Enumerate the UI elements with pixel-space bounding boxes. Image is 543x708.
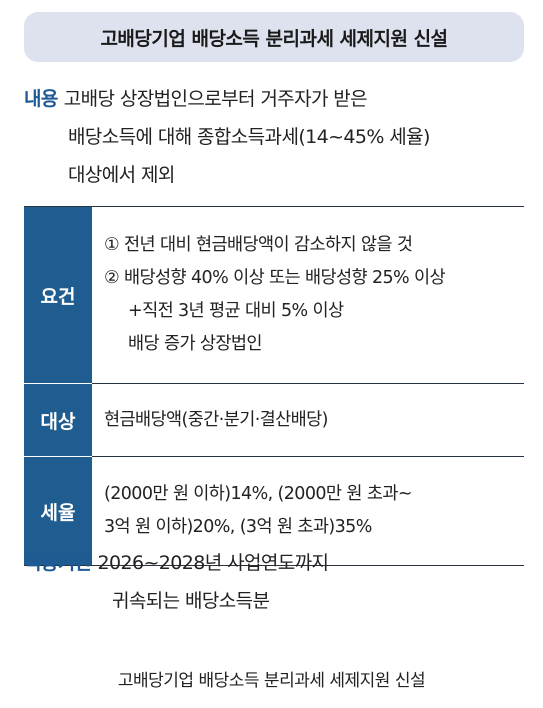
tax-rate-line-2: 3억 원 이하)20%, (3억 원 초과)35%	[104, 517, 372, 537]
image-caption: 고배당기업 배당소득 분리과세 세제지원 신설	[117, 671, 426, 691]
requirements-table: 요건 ① 전년 대비 현금배당액이 감소하지 않을 것 ② 배당성향 40% 이…	[24, 206, 524, 566]
content-line-2: 배당소득에 대해 종합소득과세(14~45% 세율)	[68, 126, 430, 148]
row-value-requirements: ① 전년 대비 현금배당액이 감소하지 않을 것 ② 배당성향 40% 이상 또…	[92, 206, 524, 384]
title-text: 고배당기업 배당소득 분리과세 세제지원 신설	[100, 27, 448, 50]
table-row-tax-rate: 세율 (2000만 원 이하)14%, (2000만 원 초과~ 3억 원 이하…	[24, 456, 524, 566]
period-line-2: 귀속되는 배당소득분	[112, 590, 270, 612]
requirement-line-1: ① 전년 대비 현금배당액이 감소하지 않을 것	[104, 235, 413, 255]
content-section: 내용 고배당 상장법인으로부터 거주자가 받은 배당소득에 대해 종합소득과세(1…	[24, 80, 524, 194]
target-line-1: 현금배당액(중간·분기·결산배당)	[104, 409, 328, 430]
period-text-1: 2026~2028년 사업연도까지	[97, 552, 329, 574]
infographic-title: 고배당기업 배당소득 분리과세 세제지원 신설	[24, 12, 524, 62]
requirement-line-3: +직전 3년 평균 대비 5% 이상	[128, 301, 344, 321]
content-line-3: 대상에서 제외	[68, 164, 175, 186]
row-value-target: 현금배당액(중간·분기·결산배당)	[92, 383, 524, 457]
requirement-line-4: 배당 증가 상장법인	[128, 334, 263, 354]
row-value-tax-rate: (2000만 원 이하)14%, (2000만 원 초과~ 3억 원 이하)20…	[92, 456, 524, 566]
tax-rate-line-1: (2000만 원 이하)14%, (2000만 원 초과~	[104, 484, 412, 504]
row-header-target: 대상	[24, 383, 92, 457]
row-header-requirements: 요건	[24, 206, 92, 384]
period-label: 적용기간	[24, 552, 92, 574]
content-label: 내용	[24, 88, 58, 110]
period-line-1: 적용기간 2026~2028년 사업연도까지	[24, 544, 524, 582]
period-section: 적용기간 2026~2028년 사업연도까지 귀속되는 배당소득분	[24, 544, 524, 620]
requirement-line-2: ② 배당성향 40% 이상 또는 배당성향 25% 이상	[104, 268, 446, 288]
content-text-1: 고배당 상장법인으로부터 거주자가 받은	[63, 88, 368, 110]
table-row-target: 대상 현금배당액(중간·분기·결산배당)	[24, 383, 524, 457]
content-line-1: 내용 고배당 상장법인으로부터 거주자가 받은	[24, 80, 524, 118]
row-header-tax-rate: 세율	[24, 456, 92, 566]
table-row-requirements: 요건 ① 전년 대비 현금배당액이 감소하지 않을 것 ② 배당성향 40% 이…	[24, 206, 524, 384]
